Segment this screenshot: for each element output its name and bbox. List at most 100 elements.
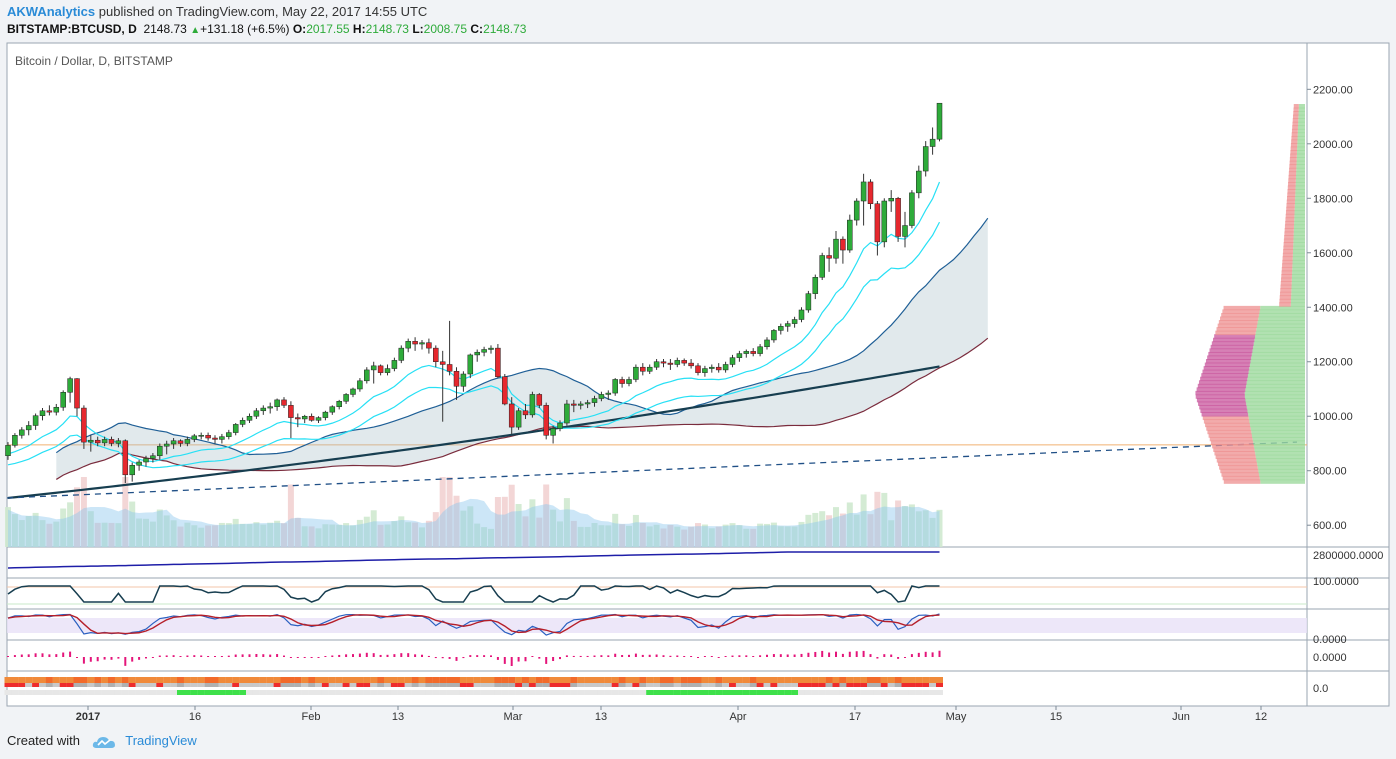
ribbon-mid [873, 683, 881, 687]
momentum-bar [524, 657, 527, 662]
candle-body [329, 406, 336, 413]
momentum-bar [552, 657, 555, 662]
volume-bar [922, 510, 929, 547]
profile-bar-down [1289, 167, 1297, 173]
symbol-label[interactable]: BITSTAMP:BTCUSD, D [7, 22, 137, 36]
ribbon-bottom [611, 690, 619, 695]
ribbon-mid [618, 683, 626, 687]
candle [722, 361, 729, 373]
candle [764, 337, 770, 350]
profile-bar-up [1250, 359, 1305, 364]
tradingview-link[interactable]: TradingView [125, 733, 197, 748]
ribbon-bottom [4, 690, 12, 695]
ribbon-top [190, 677, 198, 683]
momentum-bar [193, 655, 196, 657]
ribbon-bottom [59, 690, 67, 695]
long-moving-average [7, 365, 940, 500]
ribbon-bottom [32, 690, 40, 695]
profile-bar-down [1203, 366, 1250, 371]
ribbon-top [618, 677, 626, 683]
profile-bar-up [1251, 429, 1305, 435]
ribbon-bottom [94, 690, 102, 695]
momentum-bar [883, 654, 886, 657]
candle [640, 363, 646, 376]
candle [819, 252, 825, 281]
volume-bar [598, 525, 605, 547]
momentum-bar [717, 657, 720, 658]
profile-bar-down [1210, 344, 1254, 350]
volume-bar [612, 513, 619, 547]
profile-bar-up [1244, 394, 1305, 399]
author-link[interactable]: AKWAnalytics [7, 4, 96, 19]
ribbon-bottom [673, 690, 681, 695]
ribbon-mid [232, 683, 240, 687]
ribbon-mid [190, 683, 198, 687]
ribbon-bottom [666, 690, 674, 695]
profile-bar-down [1285, 213, 1295, 219]
momentum-bar [124, 657, 127, 666]
volume-bar [695, 523, 701, 547]
momentum-bar [476, 655, 479, 657]
momentum-bar [931, 652, 934, 657]
volume-bar [729, 523, 736, 547]
ribbon-bottom [694, 690, 702, 695]
ribbon-mid [563, 683, 571, 687]
ribbon-mid [163, 683, 171, 687]
candle [695, 363, 701, 376]
profile-bar-down [1197, 383, 1247, 389]
ribbon-mid [742, 683, 750, 687]
ribbon-bottom [915, 690, 923, 695]
candle [357, 378, 363, 392]
ribbon-top [259, 677, 267, 683]
candle-body [826, 255, 832, 259]
profile-bar-up [1293, 242, 1305, 247]
ribbon-mid [308, 683, 316, 687]
ribbon-bottom [825, 690, 833, 695]
volume-bar [584, 526, 591, 547]
pane2-label: 100.0000 [1313, 576, 1359, 588]
profile-bar-up [1255, 330, 1305, 336]
candle [5, 442, 11, 460]
ribbon-mid [356, 683, 364, 687]
ribbon-mid [204, 683, 212, 687]
profile-bar-down [1214, 451, 1256, 456]
profile-bar-down [1200, 408, 1248, 413]
low-value: 2008.75 [423, 22, 468, 36]
candle [874, 201, 881, 256]
profile-bar-up [1296, 171, 1305, 176]
chart-area[interactable]: Bitcoin / Dollar, D, BITSTAMP 2200.00 2000… [0, 0, 1396, 730]
candle-body [219, 436, 225, 440]
momentum-bar [82, 657, 85, 664]
candle-body [757, 346, 763, 354]
momentum-bar [227, 655, 230, 657]
high-label: H: [352, 22, 366, 36]
profile-bar-up [1246, 405, 1305, 410]
ribbon-top [45, 677, 53, 683]
ribbon-bottom [867, 690, 874, 695]
volume-bar [370, 510, 377, 547]
ribbon-top [480, 677, 488, 683]
ribbon-top [197, 677, 205, 683]
candle-body [709, 366, 715, 369]
ribbon-top [315, 677, 322, 683]
momentum-bar [710, 656, 713, 657]
candle [771, 329, 777, 343]
ribbon-top [404, 677, 412, 683]
candle [426, 338, 432, 354]
ribbon-top [377, 677, 385, 683]
volume-bar [287, 484, 294, 547]
candle-body [515, 410, 522, 428]
momentum-bar [407, 653, 410, 657]
volume-bar [384, 524, 391, 547]
ribbon-bottom [798, 690, 805, 695]
ribbon-mid [135, 683, 143, 687]
candle [219, 433, 225, 444]
candle [922, 141, 929, 177]
momentum-bar [214, 656, 216, 657]
candle [384, 364, 391, 376]
volume-bar [867, 514, 874, 547]
candle [881, 198, 888, 248]
ribbon-bottom [811, 690, 819, 695]
ribbon-mid [59, 683, 67, 687]
candle [633, 364, 639, 383]
